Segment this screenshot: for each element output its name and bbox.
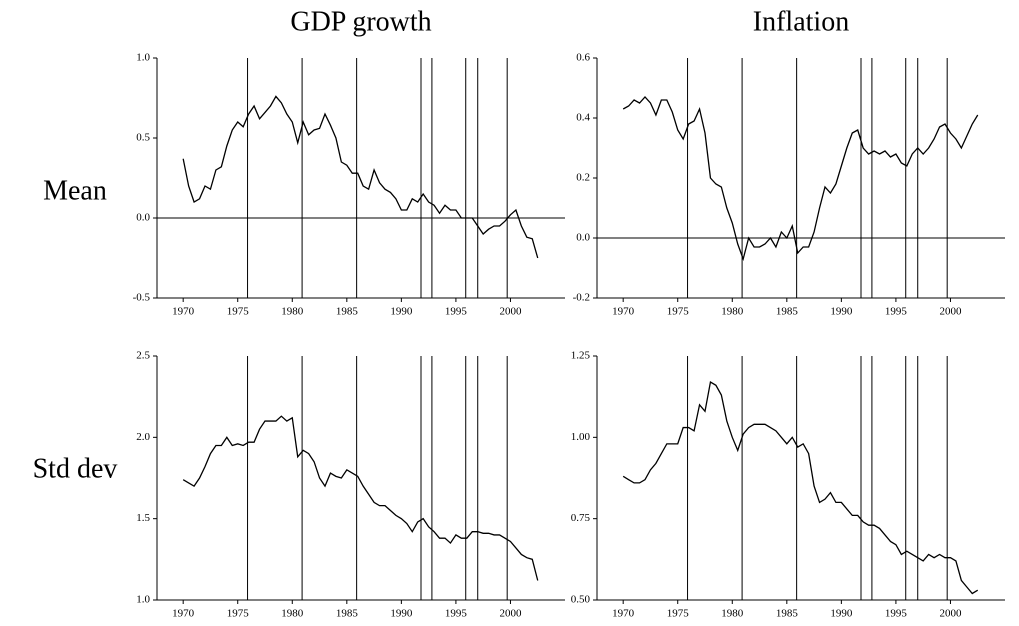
y-tick-label: 1.0 — [136, 52, 150, 64]
data-line — [622, 96, 979, 262]
y-tick-label: 1.25 — [571, 350, 591, 362]
y-tick-label: 1.5 — [136, 512, 150, 524]
x-tick-label: 1980 — [281, 306, 304, 318]
x-tick-label: 1980 — [721, 306, 744, 318]
x-tick-label: 1970 — [612, 306, 635, 318]
data-line — [622, 380, 979, 595]
x-tick-label: 1970 — [172, 608, 195, 620]
y-tick-label: 2.0 — [136, 431, 150, 443]
y-tick-label: 1.0 — [136, 594, 150, 606]
x-tick-label: 1970 — [612, 608, 635, 620]
y-tick-label: -0.2 — [573, 292, 590, 304]
x-tick-label: 1990 — [830, 608, 853, 620]
data-line — [182, 415, 539, 581]
x-tick-label: 1990 — [390, 306, 413, 318]
x-tick-label: 2000 — [499, 306, 522, 318]
y-tick-label: 0.50 — [571, 594, 591, 606]
x-tick-label: 1985 — [776, 306, 799, 318]
x-tick-label: 1995 — [885, 608, 908, 620]
x-tick-label: 1975 — [227, 608, 250, 620]
y-tick-label: 0.6 — [576, 52, 590, 64]
x-tick-label: 1980 — [721, 608, 744, 620]
y-tick-label: 0.5 — [136, 132, 150, 144]
x-tick-label: 1990 — [830, 306, 853, 318]
data-line — [182, 95, 539, 259]
x-tick-label: 1985 — [336, 608, 359, 620]
x-tick-label: 1995 — [445, 608, 468, 620]
x-tick-label: 1985 — [776, 608, 799, 620]
row-label: Std dev — [33, 453, 118, 484]
column-label: GDP growth — [290, 6, 431, 37]
x-tick-label: 2000 — [939, 608, 962, 620]
column-label: Inflation — [753, 6, 849, 37]
x-tick-label: 2000 — [499, 608, 522, 620]
x-tick-label: 1970 — [172, 306, 195, 318]
y-tick-label: 0.75 — [571, 512, 591, 524]
x-tick-label: 1990 — [390, 608, 413, 620]
x-tick-label: 2000 — [939, 306, 962, 318]
x-tick-label: 1975 — [667, 608, 690, 620]
y-tick-label: 0.0 — [136, 212, 150, 224]
x-tick-label: 1980 — [281, 608, 304, 620]
x-tick-label: 1975 — [227, 306, 250, 318]
y-tick-label: 0.2 — [576, 172, 590, 184]
x-tick-label: 1995 — [885, 306, 908, 318]
x-tick-label: 1995 — [445, 306, 468, 318]
row-label: Mean — [43, 175, 107, 206]
y-tick-label: 0.4 — [576, 112, 590, 124]
y-tick-label: 2.5 — [136, 350, 150, 362]
x-tick-label: 1975 — [667, 306, 690, 318]
x-tick-label: 1985 — [336, 306, 359, 318]
y-tick-label: -0.5 — [133, 292, 151, 304]
y-tick-label: 0.0 — [576, 232, 590, 244]
y-tick-label: 1.00 — [571, 431, 591, 443]
